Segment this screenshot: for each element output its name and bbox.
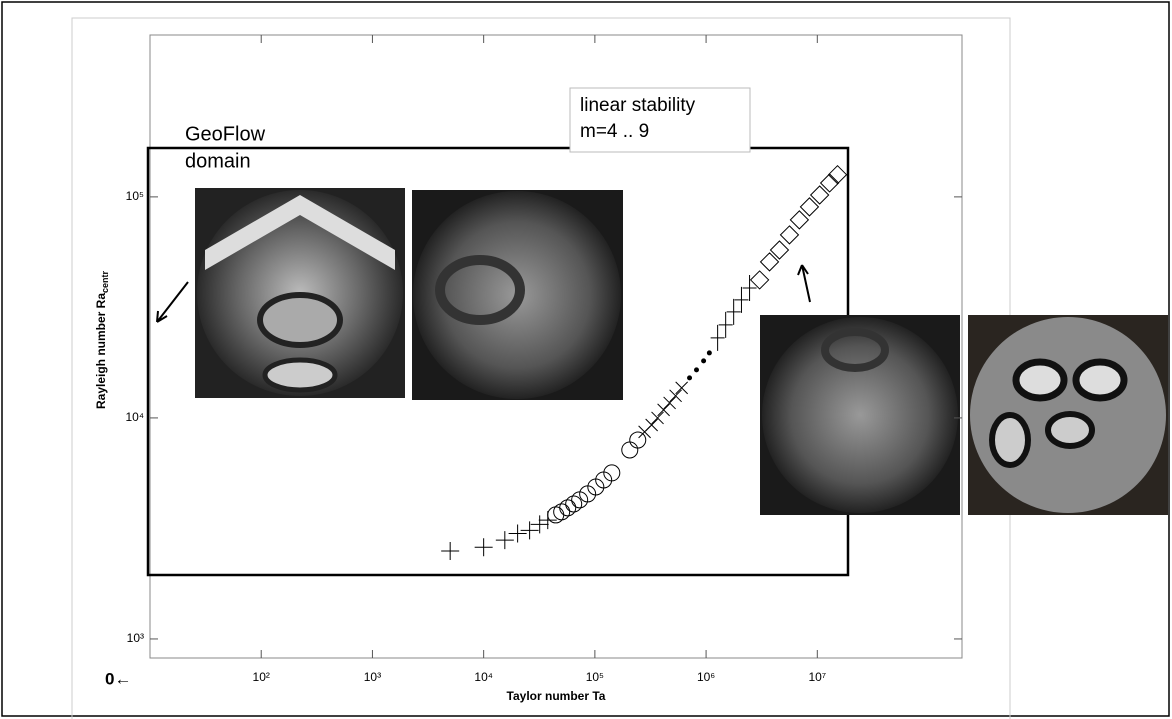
annotation: domain <box>185 150 251 172</box>
stability-box <box>569 87 751 153</box>
data-point <box>645 418 659 432</box>
image-pattern <box>821 328 889 372</box>
annotation: GeoFlow <box>185 123 266 145</box>
x-tick-label: 10³ <box>364 670 381 684</box>
x-tick-label: 10⁶ <box>697 670 715 684</box>
arrow <box>156 281 189 323</box>
axes-box <box>149 34 963 659</box>
data-point <box>789 210 810 230</box>
image-pattern <box>435 255 525 325</box>
data-point <box>669 389 682 403</box>
data-point <box>441 541 460 560</box>
stability-text: linear stability <box>580 95 696 116</box>
data-point <box>663 396 676 410</box>
x-tick-label: 10⁵ <box>586 670 604 684</box>
y-label-sub: centr <box>100 270 110 293</box>
image-pattern <box>1012 358 1068 402</box>
arrow <box>797 264 811 303</box>
data-point <box>687 375 693 381</box>
data-point <box>629 431 647 449</box>
x-axis-label: Taylor number Ta <box>507 689 606 703</box>
data-point <box>734 286 749 313</box>
data-point <box>710 324 725 351</box>
data-point <box>779 225 800 245</box>
data-point <box>675 381 689 395</box>
image-pattern <box>257 292 343 348</box>
data-point <box>706 350 712 356</box>
data-point <box>495 531 514 550</box>
y-label-main: Rayleigh number Ra <box>94 293 108 409</box>
data-point <box>657 403 670 417</box>
y-tick-label: 10⁴ <box>125 410 144 424</box>
data-point <box>694 367 700 373</box>
x-tick-label: 10⁷ <box>808 670 826 684</box>
data-point <box>799 197 820 217</box>
data-point <box>530 515 549 534</box>
data-point <box>749 270 770 290</box>
image-pattern <box>1072 358 1128 402</box>
data-point <box>508 524 527 543</box>
y-tick-label: 10³ <box>127 631 144 645</box>
image-disk <box>762 317 958 513</box>
data-point <box>769 240 790 260</box>
data-point <box>621 441 639 459</box>
data-point <box>559 499 577 517</box>
data-point <box>809 185 830 205</box>
y-axis-label: Rayleigh number Racentr <box>94 270 110 409</box>
y-tick-label: 10⁵ <box>126 189 144 203</box>
data-point <box>651 411 664 425</box>
data-point <box>718 311 733 338</box>
data-point <box>827 164 848 185</box>
data-point <box>565 495 583 513</box>
data-point <box>553 503 571 521</box>
plot: 10² 10³ 10⁴ 10⁵ 10⁶ 10⁷ 10³ 10⁴ 10⁵ <box>125 35 962 684</box>
x-tick-label: 10² <box>253 670 270 684</box>
image-pattern <box>1045 411 1095 449</box>
data-point <box>701 358 707 364</box>
zero-label: 0← <box>105 669 131 688</box>
image-pattern <box>989 412 1031 468</box>
data-point <box>726 298 741 325</box>
pattern-images <box>195 188 1168 515</box>
data-point <box>474 538 493 557</box>
data-point <box>603 464 621 482</box>
image-pattern <box>205 195 395 270</box>
data-point <box>759 252 780 272</box>
stability-text: m=4 .. 9 <box>580 121 649 142</box>
image-pattern <box>262 357 338 393</box>
x-tick-label: 10⁴ <box>474 670 493 684</box>
data-point <box>520 521 539 540</box>
data-point <box>742 274 757 301</box>
data-point <box>819 173 840 193</box>
